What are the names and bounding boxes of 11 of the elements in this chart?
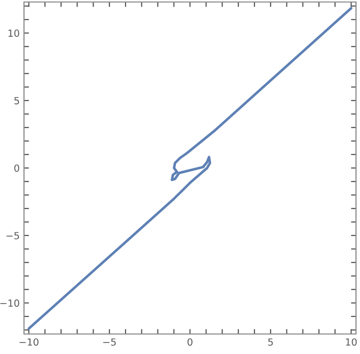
- x-tick-label: −5: [103, 338, 116, 346]
- x-tick-label: 0: [188, 338, 192, 346]
- y-tick-label: −5: [6, 232, 19, 240]
- y-tick-label: 0: [14, 164, 20, 172]
- x-tick-label: 5: [268, 338, 273, 346]
- x-tick-label: 10: [346, 338, 357, 346]
- x-tick-label: −10: [20, 338, 38, 346]
- y-tick-label: 5: [14, 97, 19, 104]
- line-series: [28, 6, 352, 330]
- y-tick-label: 10: [8, 30, 20, 37]
- y-tick-label: −10: [0, 299, 20, 307]
